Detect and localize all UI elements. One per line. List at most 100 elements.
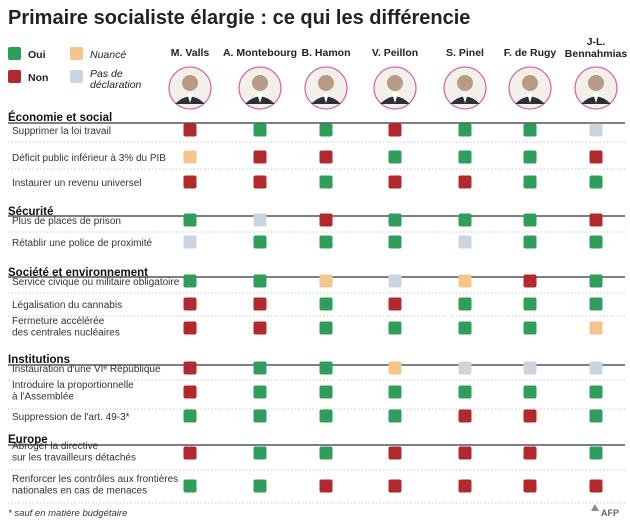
legend-label-oui: Oui bbox=[28, 49, 46, 61]
cell-oui bbox=[458, 150, 472, 164]
section-title: Économie et social bbox=[8, 111, 112, 124]
candidate-name: S. Pinel bbox=[446, 47, 484, 59]
cell-oui bbox=[589, 297, 603, 311]
cell-oui bbox=[589, 385, 603, 399]
cell-oui bbox=[523, 321, 537, 335]
cell-oui bbox=[183, 274, 197, 288]
row-label: Rétablir une police de proximité bbox=[12, 238, 153, 249]
section-title: Société et environnement bbox=[8, 267, 148, 279]
cell-oui bbox=[253, 361, 267, 375]
cell-oui bbox=[458, 321, 472, 335]
cell-oui bbox=[388, 385, 402, 399]
legend-swatch-nd bbox=[70, 70, 83, 83]
cell-oui bbox=[253, 409, 267, 423]
candidate-name: V. Peillon bbox=[372, 47, 418, 59]
cell-oui bbox=[388, 321, 402, 335]
legend-label-nuance: Nuancé bbox=[90, 49, 126, 61]
cell-non bbox=[183, 361, 197, 375]
cell-oui bbox=[319, 385, 333, 399]
cell-oui bbox=[319, 409, 333, 423]
cell-oui bbox=[388, 409, 402, 423]
cell-oui bbox=[589, 175, 603, 189]
cell-nd bbox=[458, 235, 472, 249]
table-body: Économie et social Supprimer la loi trava… bbox=[8, 111, 625, 504]
cell-non bbox=[458, 479, 472, 493]
cell-non bbox=[589, 150, 603, 164]
cell-non bbox=[523, 409, 537, 423]
cell-nd bbox=[388, 274, 402, 288]
cell-non bbox=[388, 446, 402, 460]
cell-non bbox=[523, 446, 537, 460]
cell-nuance bbox=[589, 321, 603, 335]
cell-oui bbox=[589, 274, 603, 288]
section-title: Institutions bbox=[8, 354, 70, 366]
legend-label-nd: Pas de déclaration bbox=[90, 68, 142, 91]
cell-oui bbox=[253, 123, 267, 137]
candidate-portrait bbox=[238, 66, 282, 110]
cell-nd bbox=[253, 213, 267, 227]
chart-title: Primaire socialiste élargie : ce qui les… bbox=[8, 7, 470, 29]
row-label: Plus de places de prison bbox=[12, 216, 121, 227]
candidate-portrait bbox=[373, 66, 417, 110]
cell-oui bbox=[458, 213, 472, 227]
credit-arrow-icon bbox=[591, 504, 599, 511]
cell-oui bbox=[319, 175, 333, 189]
row-label: Légalisation du cannabis bbox=[12, 300, 122, 311]
cell-oui bbox=[388, 235, 402, 249]
cell-oui bbox=[523, 235, 537, 249]
legend-label-non: Non bbox=[28, 72, 48, 84]
cell-oui bbox=[253, 446, 267, 460]
credit: AFP bbox=[591, 504, 619, 518]
cell-nd bbox=[458, 361, 472, 375]
cell-non bbox=[319, 150, 333, 164]
candidate-portrait bbox=[574, 66, 618, 110]
candidate-portrait bbox=[508, 66, 552, 110]
cell-non bbox=[319, 479, 333, 493]
cell-oui bbox=[523, 213, 537, 227]
cell-non bbox=[523, 479, 537, 493]
cell-oui bbox=[523, 175, 537, 189]
legend-swatch-non bbox=[8, 70, 21, 83]
row-label: Abroger la directive sur les travailleurs… bbox=[12, 441, 136, 464]
legend: Oui Non Nuancé Pas de déclaration bbox=[8, 47, 142, 91]
cell-oui bbox=[523, 297, 537, 311]
candidate-name: F. de Rugy bbox=[504, 47, 557, 59]
row-label: Suppression de l'art. 49-3* bbox=[12, 412, 130, 423]
cell-non bbox=[253, 297, 267, 311]
row-label: Fermeture accélérée des centrales nucléai… bbox=[12, 316, 120, 339]
cell-oui bbox=[319, 297, 333, 311]
section-title: Europe bbox=[8, 434, 48, 446]
cell-non bbox=[183, 123, 197, 137]
cell-oui bbox=[253, 385, 267, 399]
row-label: Instaurer un revenu universel bbox=[12, 178, 142, 189]
row-label: Introduire la proportionnelle à l'Assembl… bbox=[12, 380, 134, 403]
candidate-name: M. Valls bbox=[171, 47, 210, 59]
section-title: Sécurité bbox=[8, 206, 53, 218]
cell-non bbox=[183, 297, 197, 311]
cell-non bbox=[183, 175, 197, 189]
cell-oui bbox=[458, 123, 472, 137]
cell-nd bbox=[589, 123, 603, 137]
cell-nuance bbox=[183, 150, 197, 164]
cell-nd bbox=[183, 235, 197, 249]
cell-nd bbox=[589, 361, 603, 375]
cell-oui bbox=[183, 213, 197, 227]
cell-oui bbox=[253, 235, 267, 249]
cell-oui bbox=[319, 361, 333, 375]
cell-oui bbox=[319, 123, 333, 137]
cell-oui bbox=[319, 235, 333, 249]
row-label: Renforcer les contrôles aux frontières na… bbox=[12, 474, 178, 497]
candidate-header: M. Valls A. Montebourg B. Hamon V. Peillon S… bbox=[168, 36, 627, 110]
cell-oui bbox=[523, 150, 537, 164]
cell-oui bbox=[458, 385, 472, 399]
cell-oui bbox=[388, 150, 402, 164]
cell-non bbox=[253, 150, 267, 164]
row-label: Déficit public inférieur à 3% du PIB bbox=[12, 153, 166, 164]
cell-non bbox=[589, 479, 603, 493]
cell-non bbox=[183, 446, 197, 460]
cell-nuance bbox=[319, 274, 333, 288]
cell-oui bbox=[183, 479, 197, 493]
cell-oui bbox=[458, 297, 472, 311]
cell-non bbox=[458, 446, 472, 460]
cell-non bbox=[388, 175, 402, 189]
